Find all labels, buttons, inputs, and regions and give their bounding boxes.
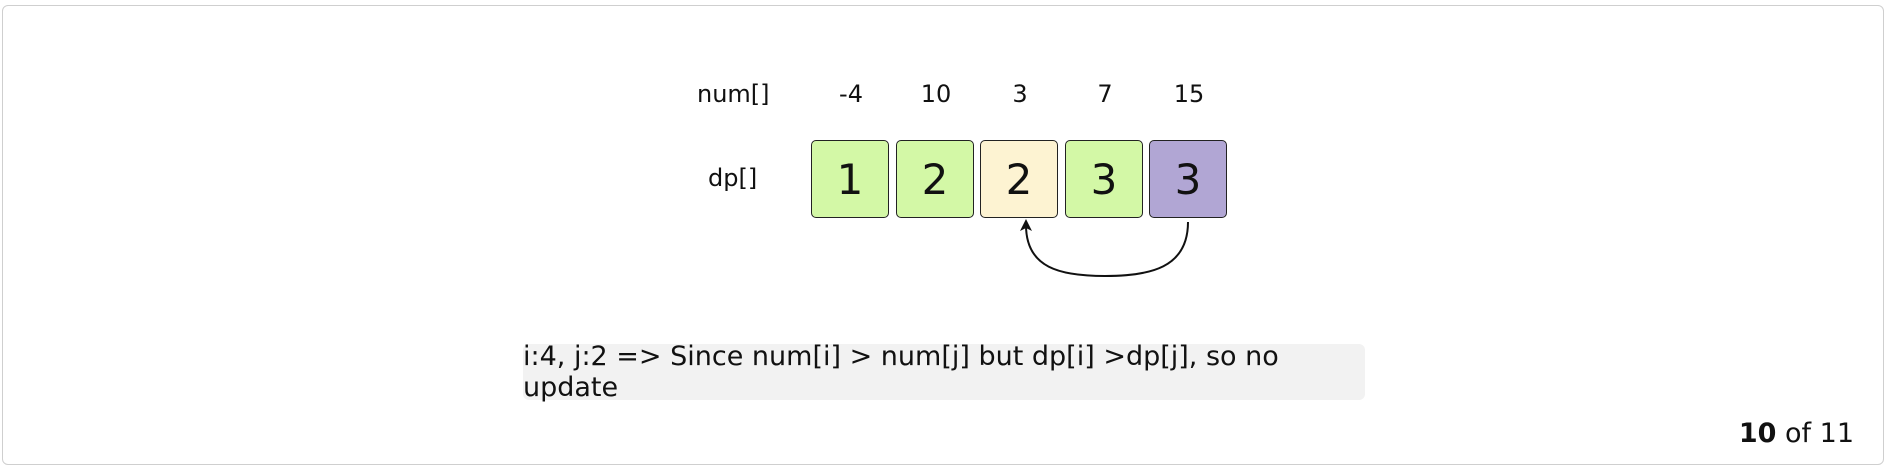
num-value: 7 [1097, 80, 1113, 108]
pager-of: of [1785, 418, 1812, 449]
num-value: 10 [920, 80, 952, 108]
num-value: -4 [839, 80, 863, 108]
dp-cell: 3 [1149, 140, 1227, 218]
num-value: 3 [1012, 80, 1028, 108]
dp-cell: 2 [896, 140, 974, 218]
step-caption: i:4, j:2 => Since num[i] > num[j] but dp… [523, 341, 1365, 403]
slide-pager: 10 of 11 [1739, 418, 1854, 449]
dp-row-label: dp[] [708, 164, 758, 192]
pager-total: 11 [1819, 418, 1854, 449]
dp-cell: 3 [1065, 140, 1143, 218]
dp-cell: 2 [980, 140, 1058, 218]
pager-current: 10 [1738, 418, 1777, 449]
dp-cell: 1 [811, 140, 889, 218]
num-row-label: num[] [697, 80, 770, 108]
num-value: 15 [1173, 80, 1205, 108]
